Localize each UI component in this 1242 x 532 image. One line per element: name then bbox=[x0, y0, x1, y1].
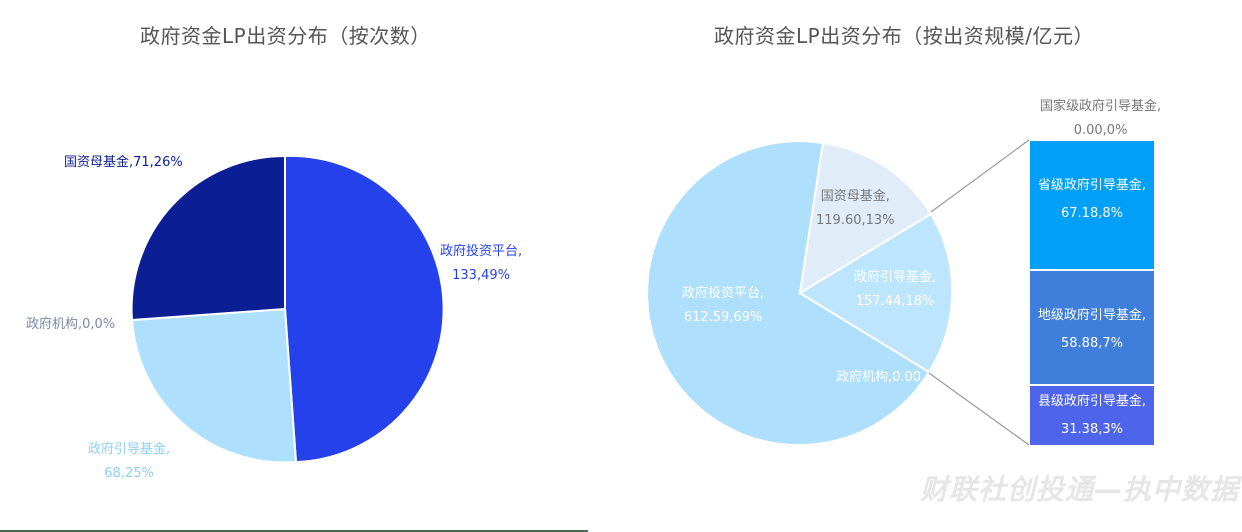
right-pie bbox=[646, 140, 954, 447]
label-province-name: 省级政府引导基金, bbox=[1037, 178, 1147, 193]
bottom-divider bbox=[0, 530, 588, 532]
slice-platform-scale[interactable] bbox=[646, 140, 931, 447]
slice-guide-scale[interactable] bbox=[798, 212, 954, 374]
label-stateown-right-name: 国资母基金, bbox=[820, 189, 890, 204]
label-platform-name: 政府投资平台, bbox=[440, 244, 523, 259]
label-province-value: 67.18,8% bbox=[1061, 206, 1123, 221]
label-agency-left: 政府机构,0,0% bbox=[26, 317, 116, 332]
label-stateown-right-value: 119.60,13% bbox=[816, 213, 895, 228]
left-pie bbox=[130, 154, 445, 464]
slice-govt-guide-fund[interactable] bbox=[130, 307, 298, 464]
label-guide-right: 政府引导基金, 157.44,18% bbox=[854, 266, 936, 314]
label-stateown-right: 国资母基金, 119.60,13% bbox=[816, 185, 895, 233]
label-guide-left: 政府引导基金, 68,25% bbox=[88, 438, 170, 486]
label-platform-left: 政府投资平台, 133,49% bbox=[440, 240, 522, 288]
bar-county[interactable] bbox=[1030, 386, 1154, 445]
label-county-value: 31.38,3% bbox=[1061, 422, 1123, 437]
left-chart-title: 政府资金LP出资分布（按次数） bbox=[140, 24, 431, 48]
label-city-name: 地级政府引导基金, bbox=[1037, 308, 1147, 323]
label-stateown-left: 国资母基金,71,26% bbox=[64, 155, 183, 170]
label-guide-right-value: 157.44,18% bbox=[855, 294, 935, 309]
label-agency-right: 政府机构,0.00 bbox=[836, 370, 922, 385]
label-province: 省级政府引导基金, 67.18,8% bbox=[1030, 172, 1154, 228]
breakdown-bar bbox=[1030, 141, 1154, 445]
label-platform-right-value: 612.59,69% bbox=[683, 310, 763, 325]
right-chart-title: 政府资金LP出资分布（按出资规模/亿元） bbox=[714, 24, 1094, 48]
label-guide-right-name: 政府引导基金, bbox=[854, 270, 937, 285]
label-platform-value: 133,49% bbox=[452, 268, 510, 283]
label-platform-right-name: 政府投资平台, bbox=[682, 286, 765, 301]
watermark: 财联社创投通—执中数据 bbox=[920, 473, 1240, 506]
slice-state-owned-fof[interactable] bbox=[130, 154, 286, 322]
label-city-value: 58.88,7% bbox=[1061, 336, 1123, 351]
label-platform-right: 政府投资平台, 612.59,69% bbox=[682, 282, 764, 330]
slice-stateown-scale[interactable] bbox=[798, 141, 933, 295]
label-city: 地级政府引导基金, 58.88,7% bbox=[1030, 302, 1154, 358]
label-county: 县级政府引导基金, 31.38,3% bbox=[1030, 388, 1154, 444]
label-county-name: 县级政府引导基金, bbox=[1037, 394, 1147, 409]
slice-govt-investment-platform[interactable] bbox=[284, 154, 445, 464]
label-guide-value: 68,25% bbox=[104, 466, 154, 481]
label-national: 国家级政府引导基金, 0.00,0% bbox=[1040, 95, 1161, 143]
connector-line-top bbox=[930, 139, 1030, 213]
bar-city[interactable] bbox=[1030, 271, 1154, 384]
label-guide-name: 政府引导基金, bbox=[88, 442, 171, 457]
bar-province[interactable] bbox=[1030, 141, 1154, 269]
label-national-name: 国家级政府引导基金, bbox=[1040, 99, 1162, 114]
label-national-value: 0.00,0% bbox=[1073, 123, 1128, 138]
connector-line-bottom bbox=[928, 372, 1030, 446]
